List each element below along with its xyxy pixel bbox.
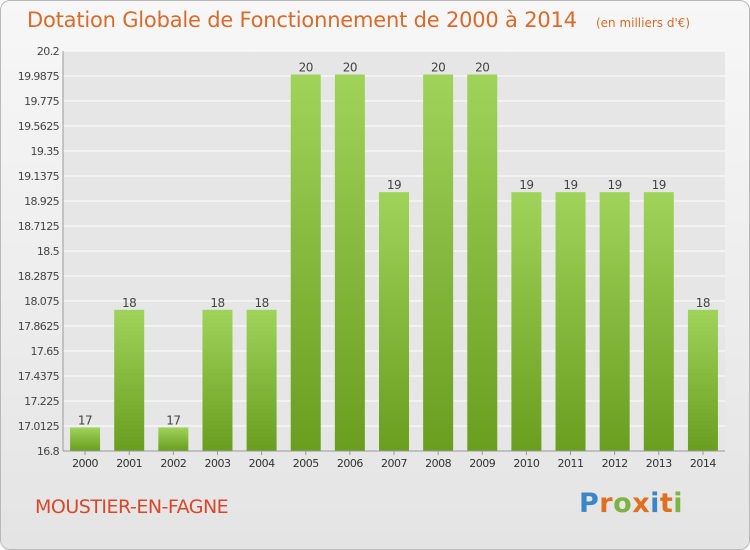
- y-tick-label: 17.0125: [18, 420, 60, 433]
- y-tick-label: 18.7125: [18, 220, 60, 233]
- bar-2000[interactable]: [70, 427, 101, 451]
- y-tick-label: 20.2: [37, 45, 59, 58]
- data-label: 17: [166, 413, 180, 427]
- y-tick-label: 18.2875: [18, 270, 60, 283]
- bar-2008[interactable]: [423, 74, 454, 451]
- x-tick-label: 2008: [425, 457, 451, 470]
- x-tick-label: 2009: [469, 457, 495, 470]
- x-tick-label: 2010: [513, 457, 539, 470]
- x-tick-label: 2007: [381, 457, 407, 470]
- bar-2009[interactable]: [467, 74, 498, 451]
- data-label: 19: [563, 178, 577, 192]
- brand-letter: o: [613, 488, 633, 519]
- data-label: 20: [299, 61, 313, 75]
- chart-unit: (en milliers d'€): [595, 16, 691, 30]
- y-tick-label: 18.075: [24, 295, 59, 308]
- bar-2011[interactable]: [555, 192, 586, 452]
- data-label: 20: [431, 61, 445, 75]
- bar-2007[interactable]: [379, 192, 409, 452]
- brand-letter: x: [632, 488, 651, 519]
- y-tick-label: 17.225: [24, 395, 59, 408]
- y-axis: 16.8 17.0125 17.225 17.4375 17.65 17.8625 18.0…: [18, 45, 60, 458]
- data-label: 18: [254, 296, 268, 310]
- data-label: 18: [122, 296, 136, 310]
- x-tick-label: 2002: [160, 457, 186, 470]
- x-axis: 2000 2001 2002 2003 2004 2005 2006 2007 2008 2009…: [62, 51, 725, 470]
- brand-letter: r: [599, 488, 614, 519]
- brand-letter: i: [673, 488, 684, 519]
- bar-2005[interactable]: [290, 74, 321, 451]
- data-label: 19: [519, 178, 533, 192]
- y-tick-label: 19.1375: [18, 170, 60, 183]
- brand-letter: t: [659, 488, 674, 519]
- y-tick-label: 18.925: [24, 195, 59, 208]
- bar-2002[interactable]: [158, 427, 189, 451]
- x-tick-label: 2001: [116, 457, 142, 470]
- x-tick-label: 2012: [602, 457, 628, 470]
- bar-2003[interactable]: [202, 309, 233, 451]
- y-tick-label: 19.9875: [18, 70, 60, 83]
- bar-2010[interactable]: [511, 192, 542, 452]
- data-label: 19: [387, 178, 401, 192]
- x-tick-label: 2011: [558, 457, 584, 470]
- x-tick-label: 2004: [249, 457, 275, 470]
- x-tick-label: 2003: [204, 457, 230, 470]
- bar-2012[interactable]: [599, 192, 630, 452]
- x-tick-label: 2000: [72, 457, 98, 470]
- x-tick-label: 2013: [646, 457, 672, 470]
- bar-layer: 17 18 17 18 18 20 20 19 20 20 19 19 19 19 18: [70, 61, 718, 452]
- bar-2013[interactable]: [643, 192, 674, 452]
- data-label: 19: [652, 178, 666, 192]
- bar-2014[interactable]: [687, 309, 718, 451]
- y-tick-label: 16.8: [37, 445, 60, 458]
- commune-name: MOUSTIER-EN-FAGNE: [35, 496, 229, 518]
- x-tick-label: 2014: [690, 457, 716, 470]
- bar-2004[interactable]: [246, 309, 277, 451]
- proxiti-logo[interactable]: Proxiti: [579, 488, 683, 519]
- y-tick-label: 18.5: [37, 245, 60, 258]
- data-label: 18: [696, 296, 710, 310]
- y-tick-label: 17.65: [31, 345, 60, 358]
- title-row: Dotation Globale de Fonctionnement de 20…: [27, 8, 690, 32]
- brand-letter: i: [650, 488, 660, 519]
- y-tick-label: 19.5625: [18, 120, 60, 133]
- data-label: 18: [210, 296, 224, 310]
- y-tick-label: 17.8625: [18, 320, 60, 333]
- data-label: 20: [475, 61, 489, 75]
- bar-2001[interactable]: [114, 309, 145, 451]
- bar-2006[interactable]: [334, 74, 365, 451]
- y-tick-label: 19.35: [31, 145, 60, 158]
- x-tick-label: 2005: [293, 457, 319, 470]
- y-tick-label: 19.775: [24, 95, 59, 108]
- y-tick-label: 17.4375: [18, 370, 60, 383]
- chart-title: Dotation Globale de Fonctionnement de 20…: [27, 8, 577, 32]
- data-label: 19: [608, 178, 622, 192]
- data-label: 17: [78, 413, 92, 427]
- brand-letter: P: [579, 488, 600, 519]
- data-label: 20: [343, 61, 357, 75]
- x-tick-label: 2006: [337, 457, 363, 470]
